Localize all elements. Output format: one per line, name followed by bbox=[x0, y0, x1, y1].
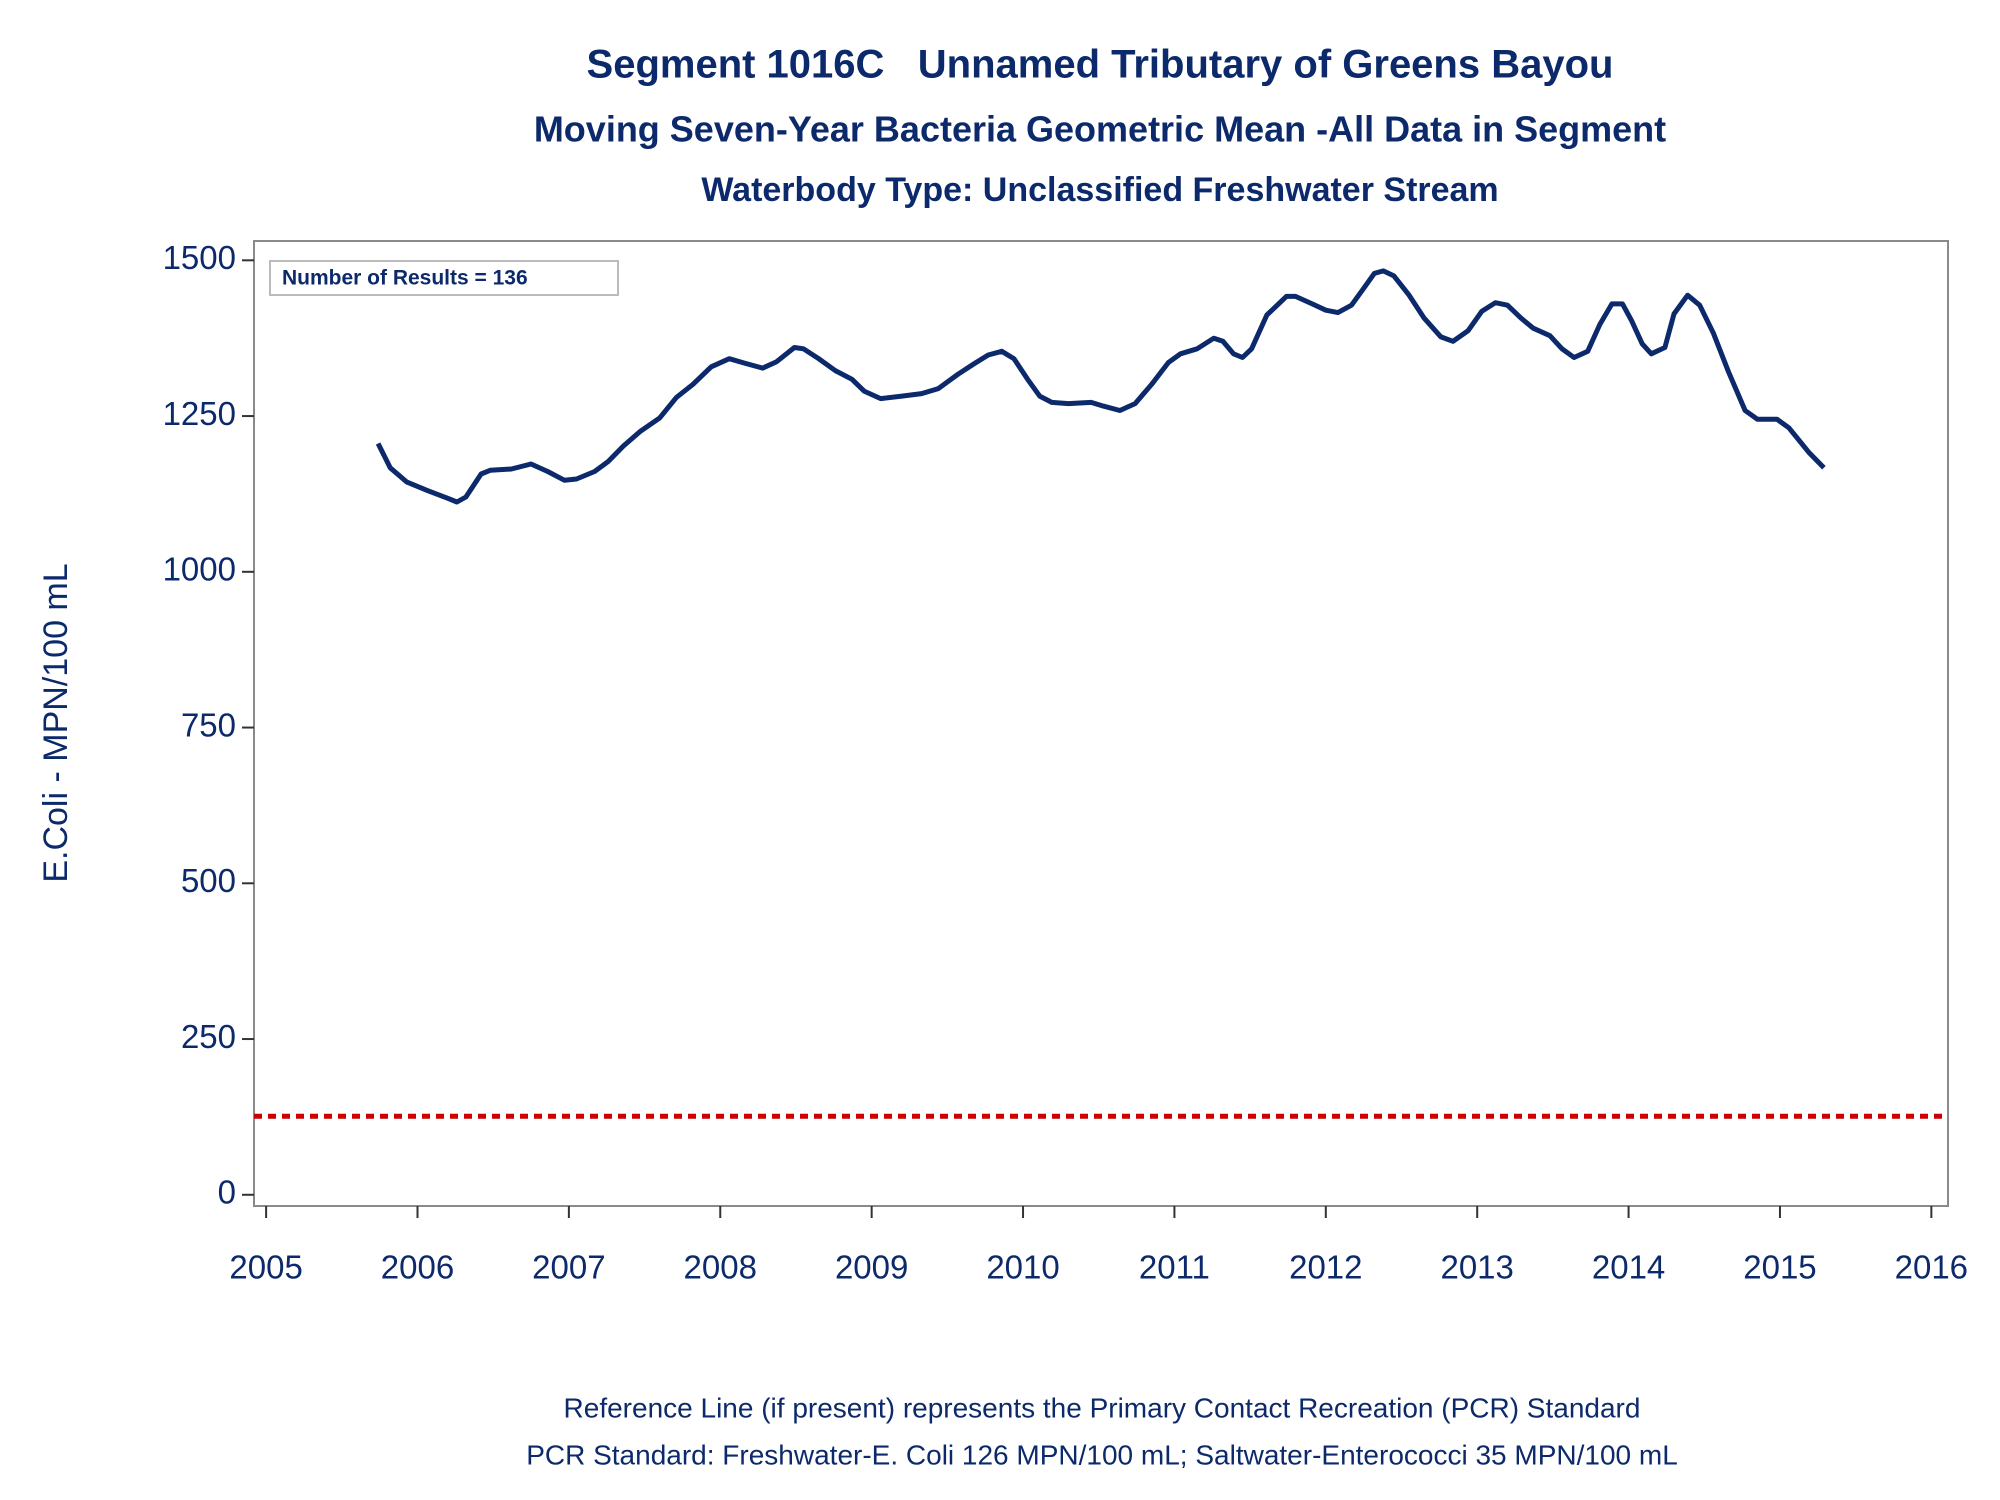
x-tick-label: 2006 bbox=[381, 1249, 454, 1286]
x-tick-label: 2012 bbox=[1289, 1249, 1362, 1286]
y-axis-label: E.Coli - MPN/100 mL bbox=[37, 563, 75, 882]
chart-subtitle: Waterbody Type: Unclassified Freshwater … bbox=[701, 171, 1498, 209]
y-tick-label: 1000 bbox=[163, 551, 236, 588]
x-tick-label: 2009 bbox=[835, 1249, 908, 1286]
annotation-box bbox=[269, 260, 619, 296]
x-tick-label: 2013 bbox=[1440, 1249, 1513, 1286]
x-tick-label: 2005 bbox=[229, 1249, 302, 1286]
x-tick-label: 2008 bbox=[684, 1249, 757, 1286]
y-tick-label: 0 bbox=[218, 1174, 236, 1211]
data-line bbox=[375, 268, 1826, 505]
y-tick-label: 750 bbox=[181, 706, 236, 743]
plot-frame bbox=[253, 240, 1949, 1207]
y-tick-label: 500 bbox=[181, 862, 236, 899]
annotation: Number of Results = 136 bbox=[282, 267, 528, 290]
x-tick-label: 2016 bbox=[1895, 1249, 1968, 1286]
chart-subtitle: Moving Seven-Year Bacteria Geometric Mea… bbox=[534, 109, 1666, 150]
y-tick-label: 1250 bbox=[163, 395, 236, 432]
x-tick-label: 2010 bbox=[986, 1249, 1059, 1286]
y-tick-label: 250 bbox=[181, 1018, 236, 1055]
x-tick-label: 2011 bbox=[1139, 1249, 1210, 1286]
y-tick-label: 1500 bbox=[163, 239, 236, 276]
chart-title: Segment 1016C Unnamed Tributary of Green… bbox=[587, 43, 1614, 87]
footnote: PCR Standard: Freshwater-E. Coli 126 MPN… bbox=[526, 1439, 1678, 1470]
x-tick-label: 2007 bbox=[532, 1249, 605, 1286]
footnote: Reference Line (if present) represents t… bbox=[564, 1392, 1641, 1423]
x-tick-label: 2015 bbox=[1743, 1249, 1816, 1286]
x-tick-label: 2014 bbox=[1592, 1249, 1665, 1286]
